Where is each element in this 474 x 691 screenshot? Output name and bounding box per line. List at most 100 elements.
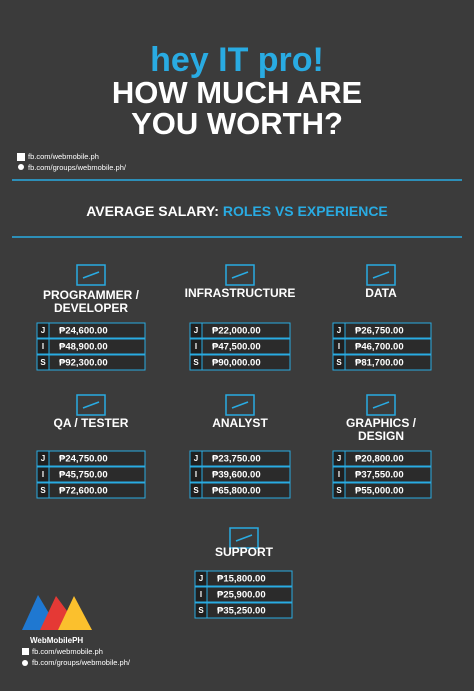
level-cell (189, 322, 203, 339)
salary-value: ₱25,900.00 (217, 590, 266, 601)
role-icon-detail (235, 534, 253, 542)
level-cell (194, 570, 208, 587)
level-label: I (338, 342, 340, 351)
role-title: GRAPHICS / (346, 416, 417, 430)
salary-value: ₱48,900.00 (59, 342, 108, 353)
role-title: DEVELOPER (54, 301, 128, 315)
role-icon (225, 394, 255, 416)
level-label: S (40, 486, 46, 495)
salary-value: ₱35,250.00 (217, 606, 266, 617)
role-icon-detail (372, 401, 390, 409)
section-title: AVERAGE SALARY: ROLES VS EXPERIENCE (86, 203, 388, 219)
level-cell (36, 450, 50, 467)
role-icon (225, 264, 255, 286)
level-label: S (336, 486, 342, 495)
salary-value: ₱45,750.00 (59, 470, 108, 481)
title-line: HOW MUCH ARE (112, 75, 362, 110)
salary-value: ₱24,750.00 (59, 454, 108, 465)
level-cell (36, 354, 50, 371)
role-icon-detail (372, 271, 390, 279)
role-icon-detail (82, 401, 100, 409)
level-label: S (193, 486, 199, 495)
level-label: I (200, 590, 202, 599)
level-label: S (40, 358, 46, 367)
level-cell (332, 322, 346, 339)
role-icon-detail (82, 271, 100, 279)
group-icon (18, 164, 24, 170)
level-label: S (193, 358, 199, 367)
level-label: I (195, 342, 197, 351)
level-cell (189, 354, 203, 371)
level-cell (189, 482, 203, 499)
salary-value: ₱20,800.00 (355, 454, 404, 465)
level-cell (189, 450, 203, 467)
role-title: INFRASTRUCTURE (185, 286, 296, 300)
logo (22, 595, 92, 630)
facebook-link: fb.com/webmobile.ph (32, 647, 103, 656)
salary-value: ₱24,600.00 (59, 326, 108, 337)
level-label: J (41, 326, 45, 335)
greeting: hey IT pro! (150, 41, 324, 79)
role-icon (366, 394, 396, 416)
level-label: J (41, 454, 45, 463)
section-title-part: AVERAGE SALARY: (86, 203, 219, 219)
level-cell (194, 586, 208, 603)
role-title: DESIGN (358, 429, 404, 443)
level-label: I (195, 470, 197, 479)
level-cell (332, 354, 346, 371)
section-title-part: ROLES VS EXPERIENCE (223, 203, 388, 219)
level-cell (36, 482, 50, 499)
level-label: J (337, 326, 341, 335)
salary-value: ₱46,700.00 (355, 342, 404, 353)
role-title: ANALYST (212, 416, 268, 430)
salary-value: ₱47,500.00 (212, 342, 261, 353)
role-title: PROGRAMMER / (43, 288, 140, 302)
facebook-icon (17, 153, 25, 161)
roles: PROGRAMMER /DEVELOPER J ₱24,600.00 I ₱48,900… (36, 264, 432, 619)
level-cell (36, 338, 50, 355)
facebook-icon (22, 648, 29, 655)
level-label: I (338, 470, 340, 479)
role-icon (366, 264, 396, 286)
role-icon (229, 527, 259, 549)
role-icon-detail (231, 271, 249, 279)
salary-value: ₱65,800.00 (212, 486, 261, 497)
level-label: J (194, 326, 198, 335)
facebook-link: fb.com/webmobile.ph (28, 152, 99, 161)
level-label: I (42, 342, 44, 351)
salary-value: ₱72,600.00 (59, 486, 108, 497)
logo-shape (58, 596, 92, 630)
salary-value: ₱23,750.00 (212, 454, 261, 465)
group-link: fb.com/groups/webmobile.ph/ (32, 658, 131, 667)
salary-value: ₱81,700.00 (355, 358, 404, 369)
level-cell (189, 338, 203, 355)
salary-value: ₱37,550.00 (355, 470, 404, 481)
title-line: YOU WORTH? (131, 106, 343, 141)
level-label: S (336, 358, 342, 367)
salary-value: ₱92,300.00 (59, 358, 108, 369)
role-title: QA / TESTER (54, 416, 129, 430)
level-label: J (194, 454, 198, 463)
salary-value: ₱22,000.00 (212, 326, 261, 337)
level-cell (194, 602, 208, 619)
level-cell (332, 338, 346, 355)
role-title: DATA (365, 286, 397, 300)
logo-shape (22, 595, 50, 630)
level-label: S (198, 606, 204, 615)
level-cell (332, 482, 346, 499)
role-icon (76, 394, 106, 416)
salary-value: ₱55,000.00 (355, 486, 404, 497)
role-title: SUPPORT (215, 545, 274, 559)
level-cell (332, 466, 346, 483)
salary-value: ₱15,800.00 (217, 574, 266, 585)
salary-value: ₱26,750.00 (355, 326, 404, 337)
level-label: J (199, 574, 203, 583)
salary-value: ₱39,600.00 (212, 470, 261, 481)
level-label: J (337, 454, 341, 463)
group-link: fb.com/groups/webmobile.ph/ (28, 163, 127, 172)
brand: WebMobilePH (30, 636, 83, 645)
level-cell (36, 322, 50, 339)
level-cell (332, 450, 346, 467)
